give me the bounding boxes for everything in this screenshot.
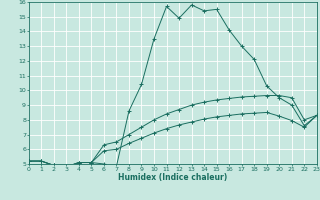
X-axis label: Humidex (Indice chaleur): Humidex (Indice chaleur) (118, 173, 228, 182)
